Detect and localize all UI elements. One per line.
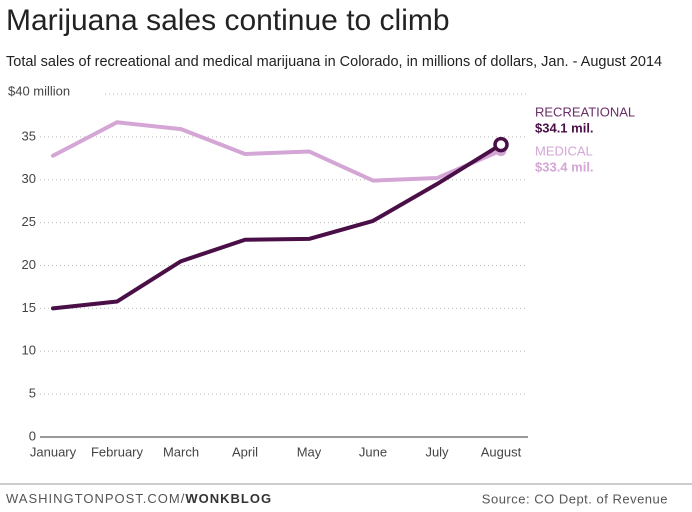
legend-label: MEDICAL (535, 143, 593, 158)
x-tick-label: April (232, 444, 258, 459)
legend-label: RECREATIONAL (535, 104, 635, 119)
footer-blog: WONKBLOG (185, 491, 272, 506)
x-tick-label: February (91, 444, 144, 459)
x-tick-label: June (359, 444, 387, 459)
y-tick-label: 5 (29, 386, 36, 401)
y-tick-label: 15 (22, 300, 36, 315)
y-tick-label: 30 (22, 171, 36, 186)
x-tick-label: January (30, 444, 77, 459)
x-tick-label: August (481, 444, 522, 459)
value-label: $33.4 mil. (535, 159, 594, 174)
x-tick-label: May (297, 444, 322, 459)
y-tick-label: $40 million (8, 83, 70, 98)
y-tick-label: 0 (29, 428, 36, 443)
end-point (493, 136, 509, 153)
series-line (51, 120, 503, 183)
value-label: $34.1 mil. (535, 120, 594, 135)
footer-credit: WASHINGTONPOST.COM/WONKBLOG (6, 491, 272, 506)
y-tick-label: 10 (22, 343, 36, 358)
x-tick-label: March (163, 444, 199, 459)
series-line (51, 142, 503, 311)
chart-subtitle: Total sales of recreational and medical … (6, 54, 662, 70)
y-tick-label: 20 (22, 257, 36, 272)
footer-site: WASHINGTONPOST.COM/ (6, 491, 185, 506)
y-tick-label: 25 (22, 214, 36, 229)
footer-source: Source: CO Dept. of Revenue (482, 491, 668, 506)
y-tick-label: 35 (22, 128, 36, 143)
x-tick-label: July (425, 444, 449, 459)
chart-title: Marijuana sales continue to climb (6, 4, 450, 37)
